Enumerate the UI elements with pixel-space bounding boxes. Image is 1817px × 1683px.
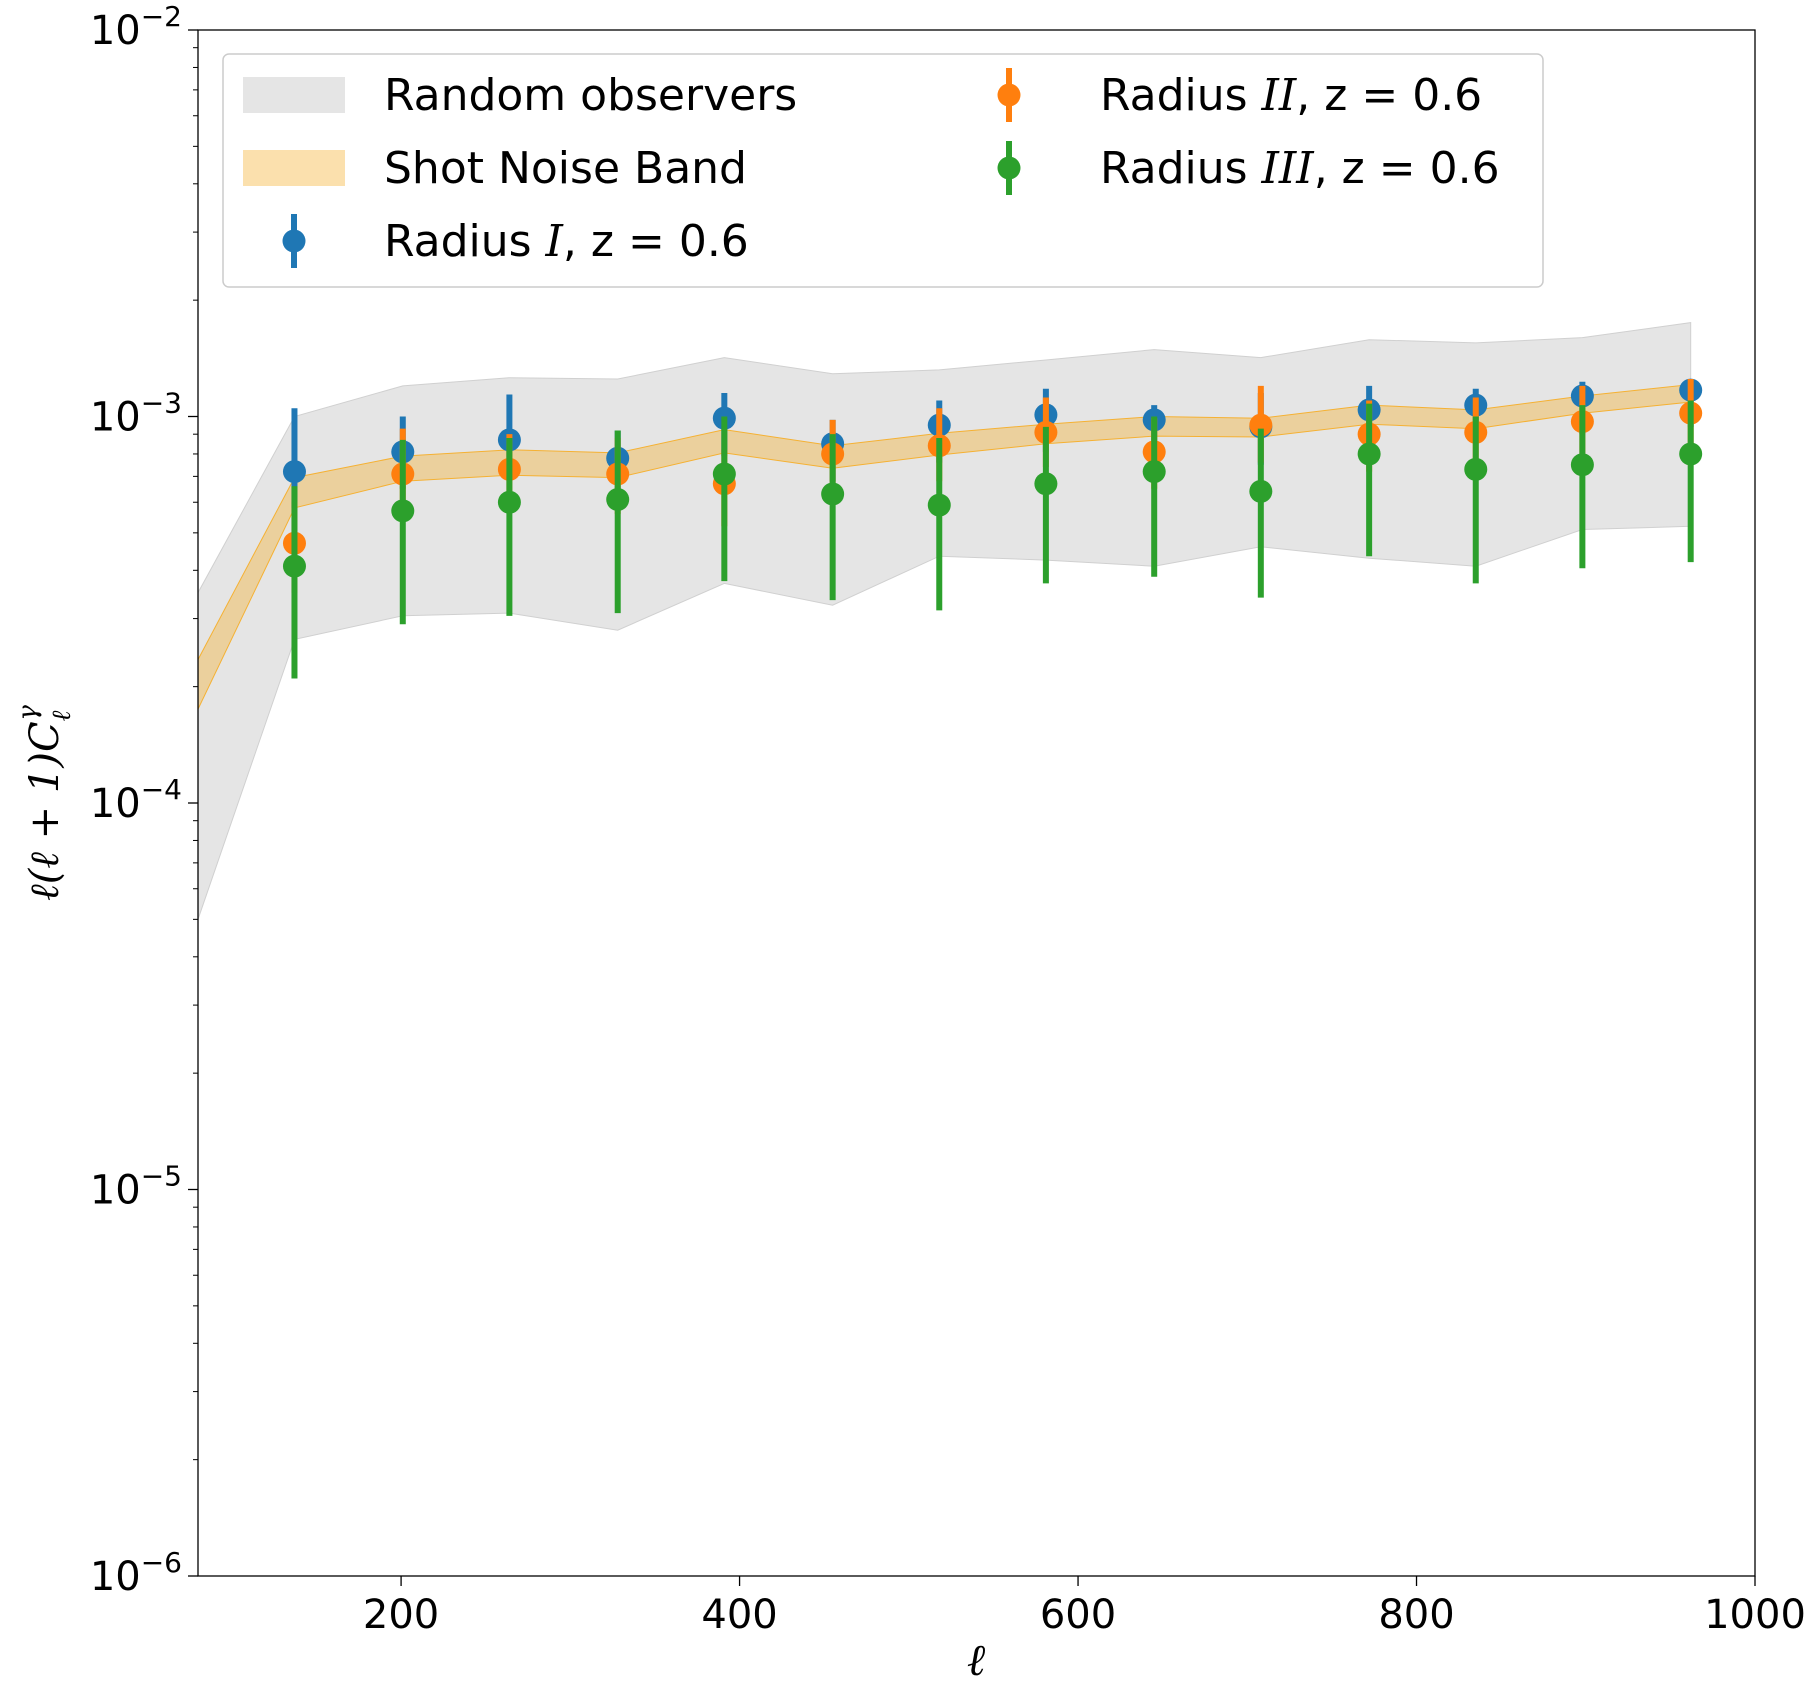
legend-label: Random observers xyxy=(384,70,797,121)
ticks-layer: 200 400 600 800 1000 10−6 10−5 10−4 10−3 10−2 xyxy=(90,0,1806,1638)
x-tick-label: 1000 xyxy=(1704,1592,1806,1638)
data-point xyxy=(927,493,951,517)
data-point xyxy=(821,482,845,506)
legend-marker xyxy=(997,83,1021,107)
legend-entry: Random observers xyxy=(243,70,797,121)
y-tick-label: 10−4 xyxy=(90,773,182,827)
legend-box xyxy=(222,53,1544,288)
legend-label: Radius II, z = 0.6 xyxy=(1100,70,1482,121)
x-axis-label: ℓ xyxy=(967,1635,986,1683)
data-point xyxy=(497,490,521,514)
legend-band-swatch xyxy=(243,77,345,113)
y-tick-label: 10−2 xyxy=(90,0,182,54)
data-point xyxy=(1570,453,1594,477)
series-radius-iii xyxy=(282,400,1703,679)
x-tick-label: 200 xyxy=(363,1592,439,1638)
x-tick-label: 600 xyxy=(1040,1592,1116,1638)
data-point xyxy=(1357,442,1381,466)
legend-marker xyxy=(997,156,1021,180)
legend: Random observers Shot Noise Band Radius I,… xyxy=(222,53,1544,288)
x-tick-label: 800 xyxy=(1378,1592,1454,1638)
y-tick-label: 10−3 xyxy=(90,387,182,441)
legend-entry: Radius III, z = 0.6 xyxy=(997,141,1500,195)
data-point xyxy=(1464,457,1488,481)
legend-entry: Radius II, z = 0.6 xyxy=(997,68,1482,122)
y-axis-label-superscript: γ xyxy=(13,705,43,721)
data-point xyxy=(1142,460,1166,484)
y-tick-label: 10−5 xyxy=(90,1160,182,1214)
y-tick-label: 10−6 xyxy=(90,1546,182,1600)
data-point xyxy=(712,462,736,486)
data-point xyxy=(1249,413,1273,437)
data-point xyxy=(282,460,306,484)
legend-label: Radius I, z = 0.6 xyxy=(384,216,749,267)
legend-label: Shot Noise Band xyxy=(384,143,747,194)
data-point xyxy=(391,499,415,523)
legend-label: Radius III, z = 0.6 xyxy=(1100,143,1500,194)
legend-band-swatch xyxy=(243,150,345,186)
data-point xyxy=(1249,479,1273,503)
points-layer xyxy=(282,378,1703,679)
data-point xyxy=(606,487,630,511)
data-point xyxy=(282,554,306,578)
y-axis-label-subscript: ℓ xyxy=(47,710,77,721)
legend-entry: Radius I, z = 0.6 xyxy=(282,214,749,268)
data-point xyxy=(1034,472,1058,496)
x-tick-label: 400 xyxy=(701,1592,777,1638)
y-axis-label-main: ℓ(ℓ + 1)C xyxy=(22,721,68,901)
y-axis-label: ℓ(ℓ + 1)Cℓγ xyxy=(13,705,77,901)
legend-marker xyxy=(282,229,306,253)
data-point xyxy=(1679,442,1703,466)
legend-entry: Shot Noise Band xyxy=(243,143,747,194)
